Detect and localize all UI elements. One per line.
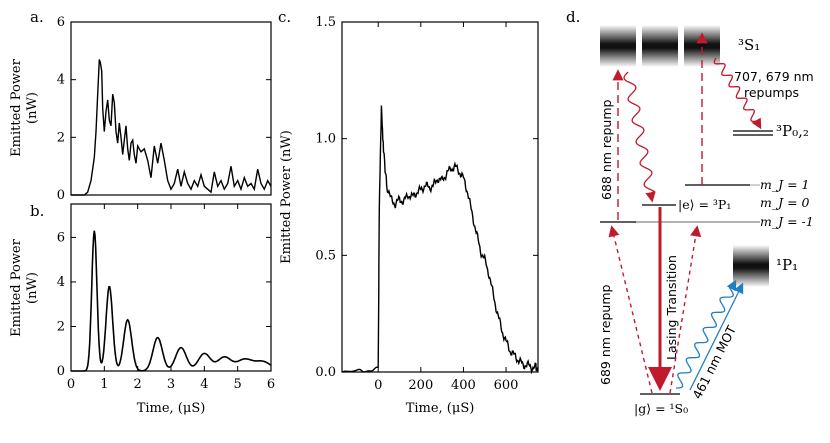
chart-b-xtick-label: 4 (200, 377, 208, 392)
decay-wavy-arrow-1 (623, 71, 656, 203)
chart-c-xtick-label: 600 (494, 378, 519, 393)
panel-label-a: a. (30, 8, 44, 26)
chart-c-xtick-label: 200 (408, 378, 433, 393)
chart-b-frame (70, 203, 272, 372)
chart-a-ytick-label: 0 (57, 188, 65, 203)
chart-b-xtick-label: 5 (234, 377, 242, 392)
repumps-label: repumps (744, 85, 799, 100)
s1-level-block-2 (642, 25, 678, 67)
p1-label: ¹P₁ (776, 256, 798, 274)
ground-state-label: |g⟩ = ¹S₀ (634, 401, 688, 416)
mot-461-straight-arrow (689, 282, 744, 391)
s1-level-block-1 (600, 25, 636, 67)
mot-461-label: 461 nm MOT (689, 323, 739, 402)
chart-b-ytick-label: 6 (57, 230, 65, 245)
mj-plus1-label: m_J = 1 (760, 177, 810, 192)
chart-a: 0 2 4 6 Emitted Power(nW) (9, 15, 272, 203)
chart-c-ytick-label: 0.0 (315, 365, 336, 380)
chart-b-ytick-label: 2 (57, 319, 65, 334)
chart-c-ylabel: Emitted Power (nW) (279, 130, 294, 264)
decay-wavy-arrow-2 (713, 57, 762, 130)
chart-c: 0 200 400 600 0.0 0.5 1.0 1.5 Emitted Power (n… (279, 15, 539, 416)
panel-label-d: d. (566, 8, 580, 26)
energy-level-diagram: ³S₁ ¹P₁ ³P₀,₂ m_J = 1 m_J = 0 m_J = -1 |… (598, 25, 814, 416)
chart-c-xtick-label: 400 (451, 378, 476, 393)
chart-b-ytick-label: 0 (57, 364, 65, 379)
mj-minus1-label: m_J = -1 (760, 214, 814, 229)
chart-b-series-line (71, 230, 272, 372)
chart-c-ytick-label: 0.5 (315, 248, 336, 263)
chart-b-xtick-label: 0 (67, 377, 75, 392)
repump-689-arrow-2 (669, 225, 702, 394)
panel-label-c: c. (278, 8, 291, 26)
chart-c-xlabel: Time, (μS) (406, 401, 475, 416)
chart-b-xtick-label: 6 (267, 377, 275, 392)
chart-a-frame (70, 21, 272, 196)
chart-a-ytick-label: 4 (57, 73, 65, 88)
chart-b-xlabel: Time, (μS) (137, 401, 206, 416)
repump-689-arrow (608, 225, 653, 394)
chart-b-ytick-label: 4 (57, 275, 65, 290)
chart-c-frame (341, 21, 539, 373)
chart-a-ytick-label: 6 (57, 15, 65, 30)
chart-c-ytick-label: 1.0 (315, 132, 336, 147)
chart-a-ytick-label: 2 (57, 130, 65, 145)
mj-zero-label: m_J = 0 (760, 195, 810, 210)
chart-a-ylabel: Emitted Power(nW) (9, 58, 40, 156)
panel-label-b: b. (30, 202, 44, 220)
p1-level-block (733, 245, 769, 287)
repump-689-label: 689 nm repump (598, 285, 613, 385)
p02-label: ³P₀,₂ (776, 122, 809, 140)
e-state-label: |e⟩ = ³P₁ (678, 197, 731, 212)
lasing-label: Lasing Transition (664, 255, 679, 360)
chart-b-xtick-label: 1 (100, 377, 108, 392)
repump-707-label: 707, 679 nm (734, 69, 814, 84)
chart-b-xtick-label: 2 (134, 377, 142, 392)
mot-461-wavy-arrow (675, 279, 737, 389)
repump-688-label: 688 nm repump (599, 100, 614, 200)
chart-c-ytick-label: 1.5 (315, 15, 336, 30)
chart-c-xtick-label: 0 (374, 378, 382, 393)
chart-b-ylabel: Emitted Power(nW) (9, 238, 40, 336)
chart-b: 0 1 2 3 4 5 6 0 2 4 6 Emitted Power(nW) Time, (μS… (9, 203, 275, 416)
chart-c-series-line (341, 105, 539, 375)
chart-b-xtick-label: 3 (167, 377, 175, 392)
chart-a-series-line (71, 59, 272, 196)
s1-label: ³S₁ (738, 36, 760, 54)
